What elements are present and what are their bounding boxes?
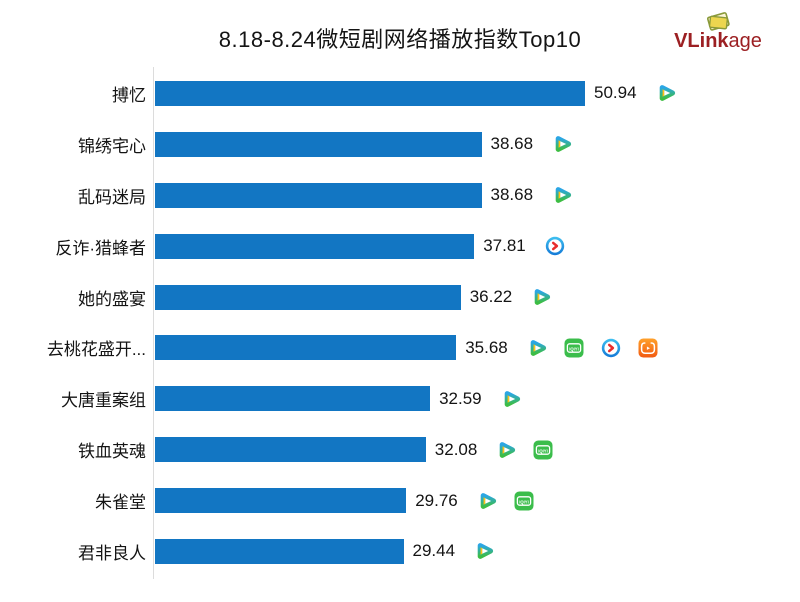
platform-icons	[474, 541, 494, 561]
platform-icons	[656, 83, 676, 103]
bar-track: 35.68 iQIYI	[146, 322, 800, 373]
tencent-video-icon	[659, 85, 675, 102]
value-label: 37.81	[483, 236, 526, 256]
tencent-video-icon	[530, 339, 546, 356]
bar	[155, 488, 407, 514]
tencent-video-icon	[555, 187, 572, 204]
tencent-video-icon	[534, 289, 551, 305]
tencent-video-icon	[500, 441, 516, 458]
value-label: 38.68	[490, 134, 534, 154]
vlinkage-logo-icon	[700, 8, 736, 36]
tencent-video-icon	[480, 492, 496, 509]
platform-icons	[552, 185, 572, 205]
tencent-video-icon	[504, 390, 520, 407]
bar-rows: 搏忆 50.94 锦绣宅心 38.68	[0, 68, 800, 577]
bar-row: 铁血英魂 32.08 iQIYI	[0, 424, 800, 475]
category-label: 她的盛宴	[78, 289, 146, 309]
value-label: 38.68	[490, 185, 534, 205]
bar	[155, 284, 461, 310]
bar-row: 君非良人 29.44	[0, 526, 800, 577]
svg-text:iQIYI: iQIYI	[519, 499, 529, 504]
platform-icons: iQIYI	[477, 491, 534, 511]
youku-icon	[545, 236, 564, 256]
category-label: 搏忆	[112, 85, 146, 105]
platform-icons	[501, 389, 521, 409]
svg-text:iQIYI: iQIYI	[569, 346, 579, 351]
category-label: 锦绣宅心	[78, 136, 146, 156]
category-label: 君非良人	[78, 543, 146, 563]
bar-track: 38.68	[146, 170, 800, 221]
platform-icons	[545, 236, 565, 256]
value-label: 29.44	[412, 541, 456, 561]
youku-icon	[601, 338, 620, 358]
bar-track: 29.44	[146, 526, 800, 577]
vlinkage-logo-mark-icon	[706, 12, 730, 31]
category-label: 反诈·猎蜂者	[55, 238, 146, 258]
bar	[155, 538, 404, 564]
value-label: 32.59	[439, 388, 482, 408]
bar-row: 乱码迷局 38.68	[0, 170, 800, 221]
mango-tv-icon	[638, 338, 658, 358]
value-label: 35.68	[465, 337, 508, 357]
y-axis-line	[153, 67, 154, 579]
bar	[155, 182, 482, 208]
bar	[155, 80, 585, 106]
logo-text-light: age	[728, 30, 762, 52]
bar	[155, 233, 475, 259]
bar-row: 去桃花盛开... 35.68 iQIYI	[0, 322, 800, 373]
bar-row: 她的盛宴 36.22	[0, 272, 800, 323]
bar-row: 朱雀堂 29.76 iQIYI	[0, 475, 800, 526]
bar-track: 38.68	[146, 119, 800, 170]
bar-chart: 搏忆 50.94 锦绣宅心 38.68	[0, 67, 800, 579]
bar-track: 36.22	[146, 272, 800, 323]
vlinkage-logo: VLinkage	[666, 8, 770, 51]
svg-text:iQIYI: iQIYI	[539, 448, 549, 453]
bar-row: 锦绣宅心 38.68	[0, 119, 800, 170]
iqiyi-icon: iQIYI	[514, 491, 534, 511]
bar-row: 大唐重案组 32.59	[0, 373, 800, 424]
value-label: 50.94	[594, 83, 637, 103]
bar-row: 搏忆 50.94	[0, 68, 800, 119]
bar-track: 50.94	[146, 68, 800, 119]
bar	[155, 437, 426, 463]
vlinkage-logo-text: VLinkage	[666, 31, 770, 51]
iqiyi-icon: iQIYI	[533, 440, 553, 460]
value-label: 29.76	[415, 490, 458, 510]
bar-track: 37.81	[146, 221, 800, 272]
category-label: 铁血英魂	[78, 442, 146, 462]
value-label: 32.08	[434, 439, 478, 459]
category-label: 朱雀堂	[95, 493, 146, 513]
platform-icons	[531, 287, 551, 307]
bar-track: 32.59	[146, 373, 800, 424]
value-label: 36.22	[469, 287, 513, 306]
bar	[155, 131, 482, 157]
platform-icons	[552, 134, 572, 154]
category-label: 乱码迷局	[78, 187, 146, 207]
platform-icons: iQIYI	[496, 440, 553, 460]
bar-row: 反诈·猎蜂者 37.81	[0, 221, 800, 272]
tencent-video-icon	[555, 136, 572, 153]
bar	[155, 335, 457, 361]
bar-track: 29.76 iQIYI	[146, 475, 800, 526]
tencent-video-icon	[477, 543, 494, 560]
category-label: 去桃花盛开...	[46, 340, 146, 360]
category-label: 大唐重案组	[61, 391, 146, 411]
platform-icons: iQIYI	[527, 338, 658, 358]
iqiyi-icon: iQIYI	[564, 338, 584, 358]
bar-track: 32.08 iQIYI	[146, 424, 800, 475]
logo-text-bold: VLink	[674, 30, 729, 52]
chart-title: 8.18-8.24微短剧网络播放指数Top10	[218, 27, 582, 52]
bar	[155, 386, 431, 412]
